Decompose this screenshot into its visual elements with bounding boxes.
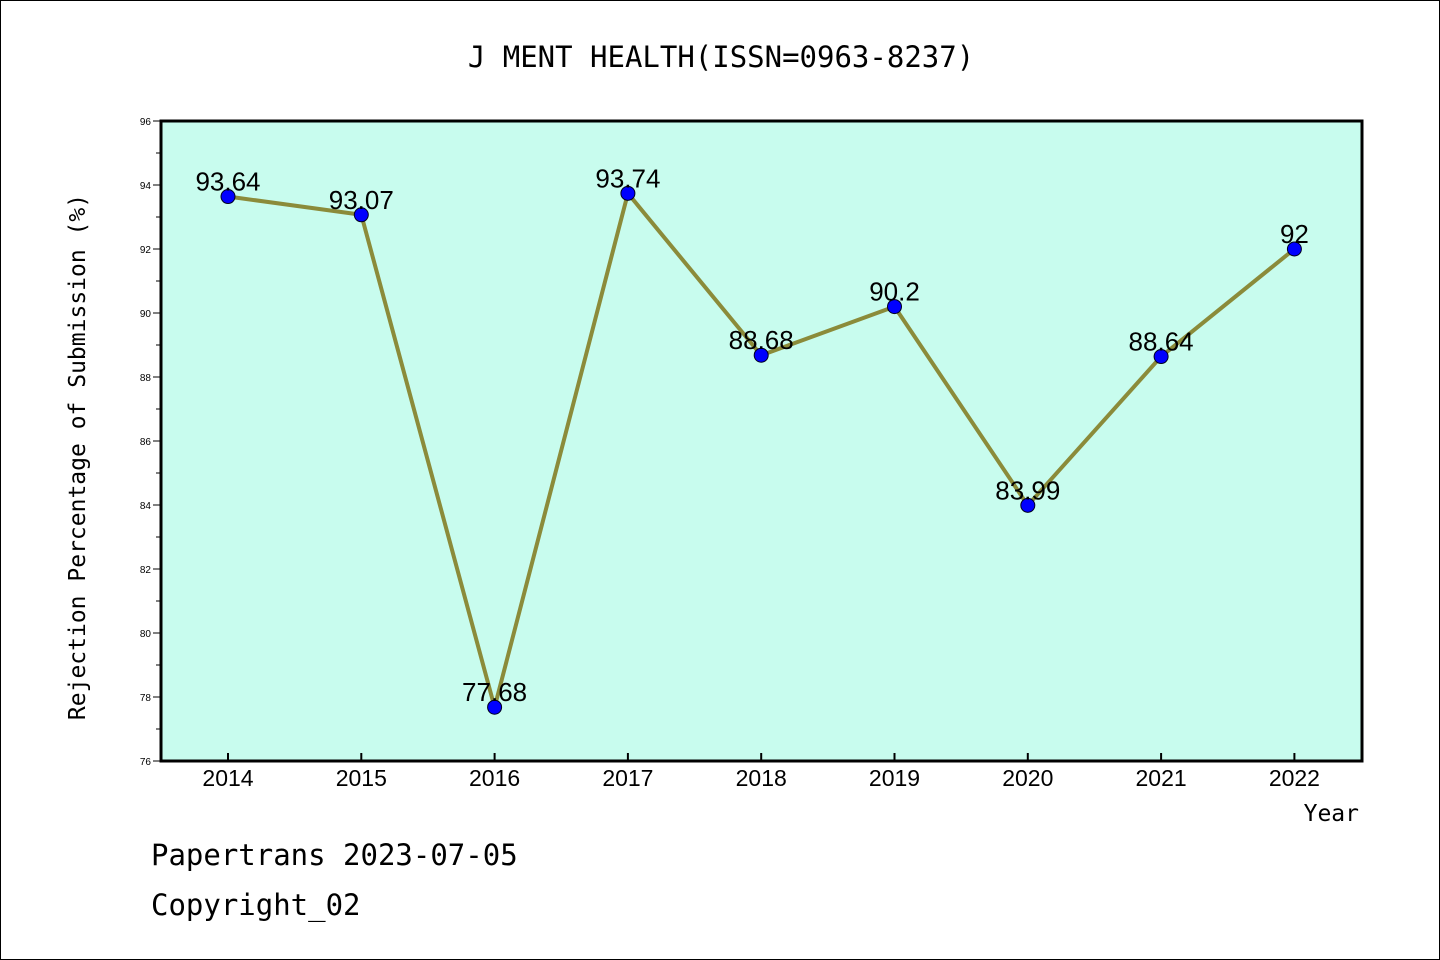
data-label: 93.07 xyxy=(329,185,394,215)
data-label: 92 xyxy=(1280,219,1309,249)
copyright-note: Copyright_02 xyxy=(151,888,361,923)
data-point xyxy=(220,189,236,205)
x-axis-label: Year xyxy=(1304,801,1359,827)
y-axis: 76 78 80 82 84 86 88 90 92 94 96 xyxy=(140,117,161,768)
y-tick-label: 82 xyxy=(140,565,152,576)
y-tick-label: 86 xyxy=(140,437,152,448)
data-point xyxy=(887,299,902,315)
data-point xyxy=(353,207,369,223)
x-tick-label: 2015 xyxy=(336,765,387,791)
y-tick-label: 88 xyxy=(140,373,152,384)
y-tick-label: 92 xyxy=(140,245,152,256)
y-tick-label: 96 xyxy=(140,117,152,128)
plot-area xyxy=(159,119,1364,763)
data-point xyxy=(753,347,769,363)
data-label: 88.68 xyxy=(729,325,794,355)
y-tick-label: 80 xyxy=(140,629,152,640)
x-tick-label: 2018 xyxy=(736,765,787,791)
y-axis-label: Rejection Percentage of Submission (%) xyxy=(65,194,91,720)
data-label: 77.68 xyxy=(462,677,527,707)
data-label: 93.74 xyxy=(595,163,660,193)
x-tick-label: 2014 xyxy=(202,765,253,791)
y-tick-label: 94 xyxy=(140,181,152,192)
data-label: 90.2 xyxy=(869,277,920,307)
data-point xyxy=(487,699,503,715)
data-point xyxy=(1020,497,1036,513)
y-tick-label: 78 xyxy=(140,693,152,704)
data-point xyxy=(1286,241,1302,257)
source-note: Papertrans 2023-07-05 xyxy=(151,838,518,872)
x-tick-label: 2022 xyxy=(1269,765,1320,791)
y-tick-label: 90 xyxy=(140,309,152,320)
chart-title: J MENT HEALTH(ISSN=0963-8237) xyxy=(468,40,974,74)
data-point xyxy=(620,185,636,201)
data-point xyxy=(1153,349,1169,365)
x-tick-label: 2020 xyxy=(1002,765,1053,791)
data-label: 88.64 xyxy=(1129,327,1194,357)
y-tick-label: 84 xyxy=(140,501,152,512)
data-label: 83.99 xyxy=(995,475,1060,505)
x-axis: 2014 2015 2016 2017 2018 2019 2020 2021 2022 xyxy=(202,753,1320,791)
x-tick-label: 2016 xyxy=(469,765,520,791)
x-tick-label: 2019 xyxy=(869,765,920,791)
x-tick-label: 2021 xyxy=(1136,765,1187,791)
series: 93.64 93.07 77.68 93.74 88.68 90.2 83.99 88.64 9… xyxy=(195,163,1309,715)
data-label: 93.64 xyxy=(195,167,260,197)
y-tick-label: 76 xyxy=(140,757,152,768)
x-tick-label: 2017 xyxy=(602,765,653,791)
